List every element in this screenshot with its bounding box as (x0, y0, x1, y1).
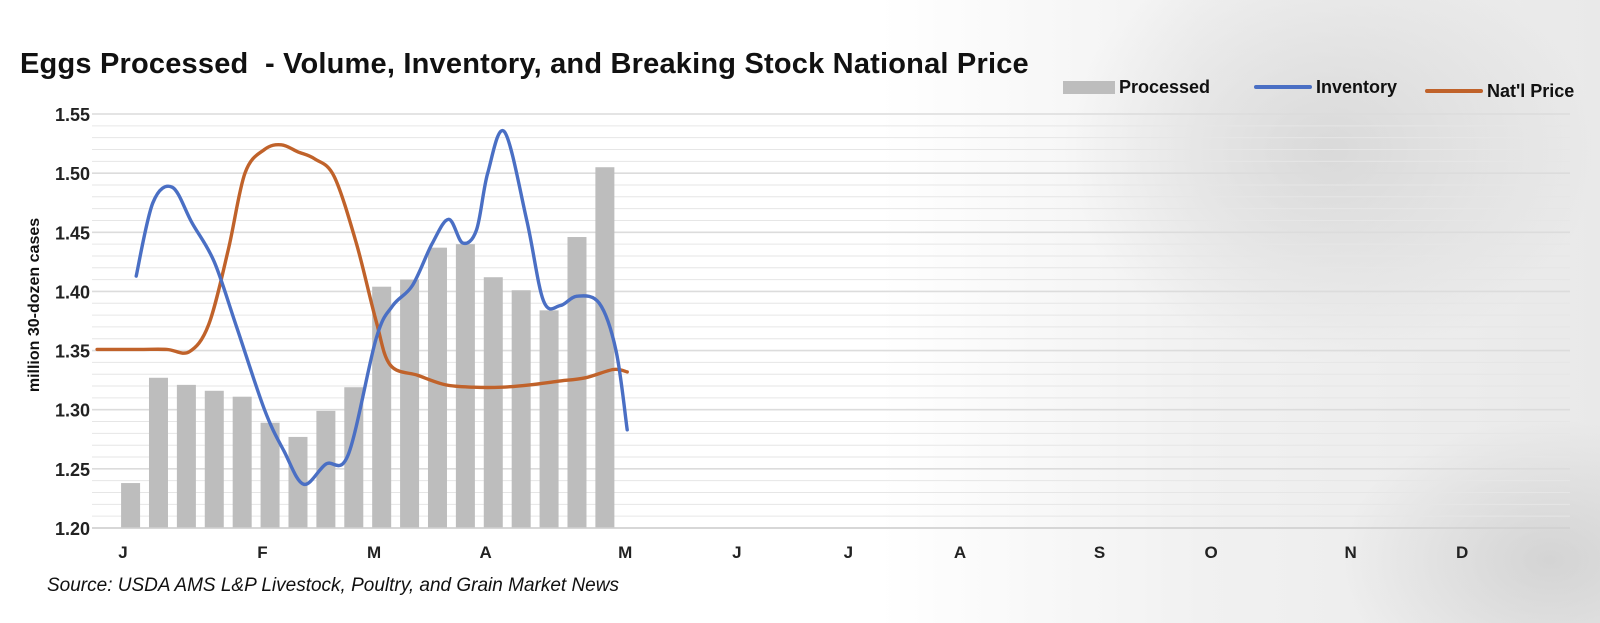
legend-swatch-price (1425, 89, 1483, 93)
price-line-group (95, 142, 629, 390)
processed-bar (232, 396, 252, 528)
x-tick-label: J (118, 543, 127, 562)
y-tick-label: 1.25 (55, 460, 90, 480)
y-tick-label: 1.50 (55, 164, 90, 184)
processed-bar (539, 310, 559, 528)
processed-bar (400, 279, 420, 528)
y-tick-label: 1.45 (55, 223, 90, 243)
x-tick-label: J (844, 543, 853, 562)
processed-bar (511, 290, 531, 528)
x-tick-label: S (1094, 543, 1105, 562)
chart-title: Eggs Processed - Volume, Inventory, and … (20, 48, 1029, 80)
inventory-line-group (134, 128, 629, 486)
processed-bar (595, 167, 615, 528)
processed-bar (427, 247, 447, 529)
y-tick-label: 1.55 (55, 105, 90, 125)
y-axis-ticks: 1.20 1.25 1.30 1.35 1.40 1.45 1.50 1.55 (55, 105, 90, 539)
processed-bar (204, 390, 224, 528)
x-tick-label: A (480, 543, 492, 562)
x-tick-label: A (954, 543, 966, 562)
legend-item-processed: Processed (1063, 74, 1210, 100)
x-tick-label: M (618, 543, 632, 562)
x-tick-label: D (1456, 543, 1468, 562)
y-axis-label: million 30-dozen cases (26, 217, 43, 393)
x-tick-label: N (1344, 543, 1356, 562)
processed-bar (176, 384, 196, 528)
y-tick-label: 1.35 (55, 342, 90, 362)
legend-item-price: Nat'l Price (1425, 78, 1574, 104)
x-tick-label: M (367, 543, 381, 562)
processed-bar (316, 410, 336, 528)
processed-bar (567, 237, 587, 528)
y-tick-label: 1.30 (55, 401, 90, 421)
processed-bar (288, 436, 308, 528)
x-tick-label: J (732, 543, 741, 562)
processed-bar (483, 277, 503, 528)
x-tick-label: O (1204, 543, 1217, 562)
legend-swatch-inventory (1254, 85, 1312, 89)
legend-label-price: Nat'l Price (1487, 80, 1575, 101)
legend-swatch-processed (1063, 80, 1115, 94)
x-tick-label: F (257, 543, 267, 562)
source-note: Source: USDA AMS L&P Livestock, Poultry,… (47, 575, 619, 596)
inventory-line (134, 128, 629, 486)
price-line (95, 142, 629, 390)
processed-bar (148, 377, 168, 528)
y-tick-label: 1.40 (55, 282, 90, 302)
gridlines (92, 113, 1570, 529)
processed-bar (260, 422, 280, 528)
processed-bars (121, 167, 615, 529)
legend-label-processed: Processed (1119, 76, 1211, 97)
y-tick-label: 1.20 (55, 519, 90, 539)
legend-label-inventory: Inventory (1316, 76, 1398, 97)
legend-item-inventory: Inventory (1254, 74, 1397, 100)
processed-bar (372, 286, 392, 528)
processed-bar (121, 483, 141, 528)
